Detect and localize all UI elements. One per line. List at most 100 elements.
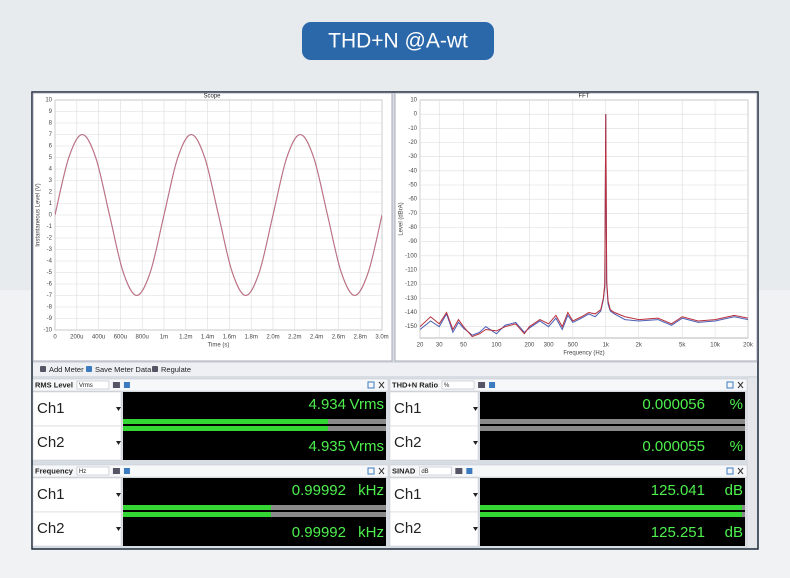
- level-bar: [123, 426, 328, 431]
- x-tick-label: 2.6m: [332, 335, 345, 341]
- close-icon[interactable]: [737, 381, 744, 389]
- menu-icon[interactable]: [112, 468, 120, 474]
- y-tick-label: 0: [414, 112, 418, 118]
- meter-display: [480, 426, 745, 460]
- channel-dropdown[interactable]: [116, 493, 121, 497]
- y-tick-label: 0: [49, 213, 53, 219]
- toolbar-button[interactable]: Add Meter: [49, 365, 84, 374]
- y-tick-label: -1: [47, 224, 53, 230]
- channel-cell: [389, 477, 479, 513]
- channel-dropdown[interactable]: [473, 527, 478, 531]
- meter-header: [389, 464, 748, 478]
- channel-label: Ch1: [394, 486, 422, 503]
- meter-title: THD+N Ratio: [392, 380, 438, 389]
- menu-icon[interactable]: [455, 468, 463, 474]
- meter-unit: kHz: [358, 482, 384, 499]
- level-bar-track: [480, 426, 745, 431]
- toolbar-button[interactable]: Save Meter Data: [95, 365, 152, 374]
- unit-select[interactable]: [76, 380, 110, 390]
- y-tick-label: -7: [47, 293, 53, 299]
- x-axis-title: Frequency (Hz): [563, 351, 604, 357]
- y-tick-label: 2: [49, 190, 53, 196]
- y-tick-label: -140: [405, 310, 418, 316]
- close-icon[interactable]: [737, 467, 744, 475]
- scrollbar: [748, 378, 757, 548]
- channel-label: Ch2: [37, 520, 65, 537]
- x-tick-label: 5k: [679, 343, 686, 349]
- y-tick-label: -10: [43, 328, 52, 334]
- settings-icon[interactable]: [489, 382, 496, 388]
- meter-value: 0.000055: [642, 438, 705, 455]
- channel-label: Ch2: [394, 434, 422, 451]
- menu-icon[interactable]: [112, 382, 120, 388]
- channel-cell: [389, 511, 479, 547]
- meter-value: 0.99992: [292, 524, 346, 541]
- settings-icon[interactable]: [123, 382, 130, 388]
- y-tick-label: -3: [47, 247, 53, 253]
- title-pill: [302, 22, 494, 60]
- unit-select[interactable]: [76, 466, 110, 476]
- y-tick-label: 3: [49, 178, 53, 184]
- x-tick-label: 2.4m: [310, 335, 323, 341]
- channel-dropdown[interactable]: [473, 441, 478, 445]
- popout-icon[interactable]: [367, 467, 375, 475]
- y-axis-title: Level (dBrA): [399, 202, 405, 235]
- unit-select-text: dB: [421, 469, 428, 475]
- level-bar: [480, 505, 742, 510]
- x-tick-label: 20k: [743, 343, 754, 349]
- meter-title: SINAD: [392, 466, 416, 475]
- meter-title: RMS Level: [35, 380, 73, 389]
- channel-label: Ch1: [37, 400, 65, 417]
- channel-cell: [32, 391, 122, 427]
- settings-icon[interactable]: [466, 468, 473, 474]
- popout-icon[interactable]: [726, 467, 734, 475]
- y-tick-label: -8: [47, 305, 53, 311]
- y-tick-label: -6: [47, 282, 53, 288]
- y-tick-label: -120: [405, 282, 418, 288]
- y-tick-label: -5: [47, 270, 53, 276]
- unit-select[interactable]: [419, 466, 452, 476]
- channel-dropdown[interactable]: [116, 407, 121, 411]
- popout-icon[interactable]: [726, 381, 734, 389]
- chart-title: FFT: [579, 94, 590, 100]
- page-title: THD+N @A-wt: [328, 30, 468, 53]
- meter-unit: %: [730, 438, 743, 455]
- meter-unit: Vrms: [350, 396, 384, 413]
- popout-icon[interactable]: [367, 381, 375, 389]
- toolbar-icon: [40, 366, 46, 372]
- channel-cell: [389, 391, 479, 427]
- level-bar: [123, 419, 328, 424]
- unit-select-text: Hz: [79, 469, 86, 475]
- y-tick-label: 8: [49, 121, 53, 127]
- meter-value: 125.251: [651, 524, 705, 541]
- y-tick-label: 9: [49, 109, 53, 115]
- settings-icon[interactable]: [123, 468, 130, 474]
- x-tick-label: 1.4m: [201, 335, 214, 341]
- channel-dropdown[interactable]: [473, 493, 478, 497]
- channel-cell: [389, 425, 479, 461]
- menu-icon[interactable]: [478, 382, 486, 388]
- toolbar-button[interactable]: Regulate: [161, 365, 191, 374]
- channel-label: Ch2: [394, 520, 422, 537]
- series-line: [420, 114, 748, 338]
- y-tick-label: -70: [408, 211, 417, 217]
- meter-display: [123, 512, 386, 546]
- meter-unit: dB: [725, 524, 743, 541]
- x-tick-label: 100: [491, 343, 502, 349]
- plot-area: [419, 99, 749, 339]
- channel-dropdown[interactable]: [116, 441, 121, 445]
- y-tick-label: -100: [405, 253, 418, 259]
- unit-select[interactable]: [441, 380, 475, 390]
- meter-unit: Vrms: [350, 438, 384, 455]
- y-tick-label: 5: [49, 155, 53, 161]
- x-tick-label: 2k: [635, 343, 642, 349]
- y-tick-label: -4: [47, 259, 53, 265]
- level-bar: [123, 512, 271, 517]
- close-icon[interactable]: [378, 381, 385, 389]
- y-tick-label: -50: [408, 183, 417, 189]
- y-tick-label: 10: [45, 98, 52, 104]
- y-tick-label: 4: [49, 167, 53, 173]
- close-icon[interactable]: [378, 467, 385, 475]
- channel-dropdown[interactable]: [116, 527, 121, 531]
- channel-dropdown[interactable]: [473, 407, 478, 411]
